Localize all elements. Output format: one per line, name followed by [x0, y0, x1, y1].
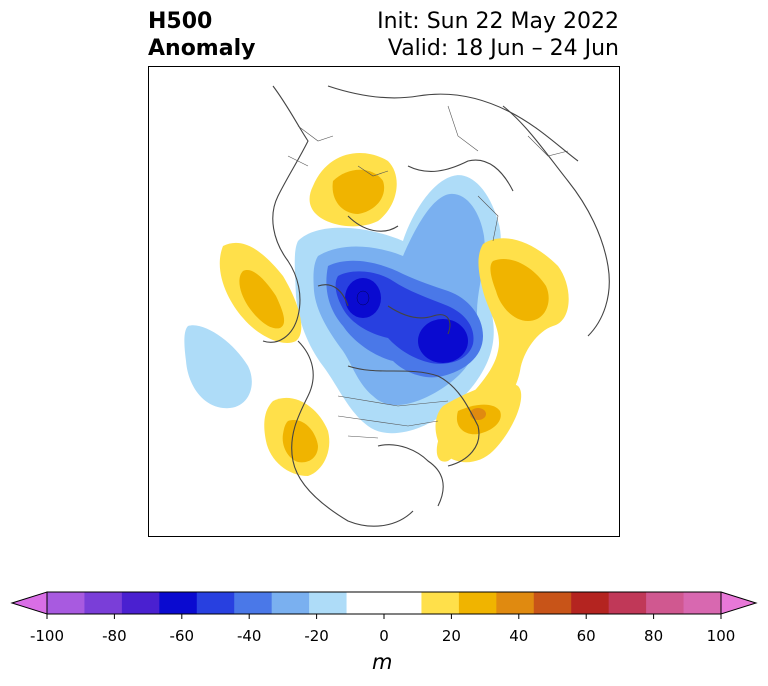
colorbar-tick-label: -20: [304, 627, 329, 645]
map-title-line1: H500: [148, 9, 213, 34]
colorbar-segment: [646, 592, 685, 614]
map-title-line2: Anomaly: [148, 36, 256, 61]
coastlines: [262, 85, 610, 527]
anomaly-core-2: [418, 319, 468, 363]
colorbar-tick-label: -80: [102, 627, 127, 645]
colorbar-segment: [384, 592, 422, 614]
colorbar-segment: [84, 592, 123, 614]
borders: [287, 105, 569, 439]
anomaly-map: [148, 66, 620, 537]
valid-range: Valid: 18 Jun – 24 Jun: [387, 36, 619, 61]
anomaly-negative-pacific: [184, 325, 252, 409]
colorbar-tick-label: 20: [441, 627, 461, 645]
colorbar-segment: [271, 592, 310, 614]
colorbar-tick-label: -100: [29, 627, 65, 645]
colorbar-tick-label: 60: [576, 627, 596, 645]
colorbar-tick-label: 0: [379, 627, 389, 645]
colorbar: [10, 590, 758, 630]
forecast-dates: Init: Sun 22 May 2022 Valid: 18 Jun – 24…: [377, 8, 619, 62]
colorbar-segment: [421, 592, 460, 614]
colorbar-segment: [683, 592, 722, 614]
colorbar-segment: [458, 592, 497, 614]
colorbar-unit: m: [372, 650, 393, 674]
colorbar-extend-min: [10, 591, 48, 615]
colorbar-segment: [159, 592, 198, 614]
colorbar-segment: [571, 592, 610, 614]
colorbar-segment: [121, 592, 160, 614]
colorbar-segment: [309, 592, 348, 614]
colorbar-segment: [533, 592, 572, 614]
colorbar-tick-label: 100: [706, 627, 736, 645]
colorbar-tick-label: -60: [169, 627, 195, 645]
colorbar-segment: [496, 592, 535, 614]
colorbar-segment: [608, 592, 647, 614]
colorbar-segment: [234, 592, 273, 614]
colorbar-tick-label: 40: [509, 627, 529, 645]
colorbar-tick-label: -40: [236, 627, 262, 645]
map-title: H500 Anomaly: [148, 8, 255, 62]
colorbar-extend-max: [720, 591, 758, 615]
colorbar-tick-label: 80: [644, 627, 664, 645]
colorbar-segment: [196, 592, 235, 614]
init-date: Init: Sun 22 May 2022: [377, 9, 619, 34]
colorbar-segment: [47, 592, 85, 614]
colorbar-segment: [346, 592, 385, 614]
